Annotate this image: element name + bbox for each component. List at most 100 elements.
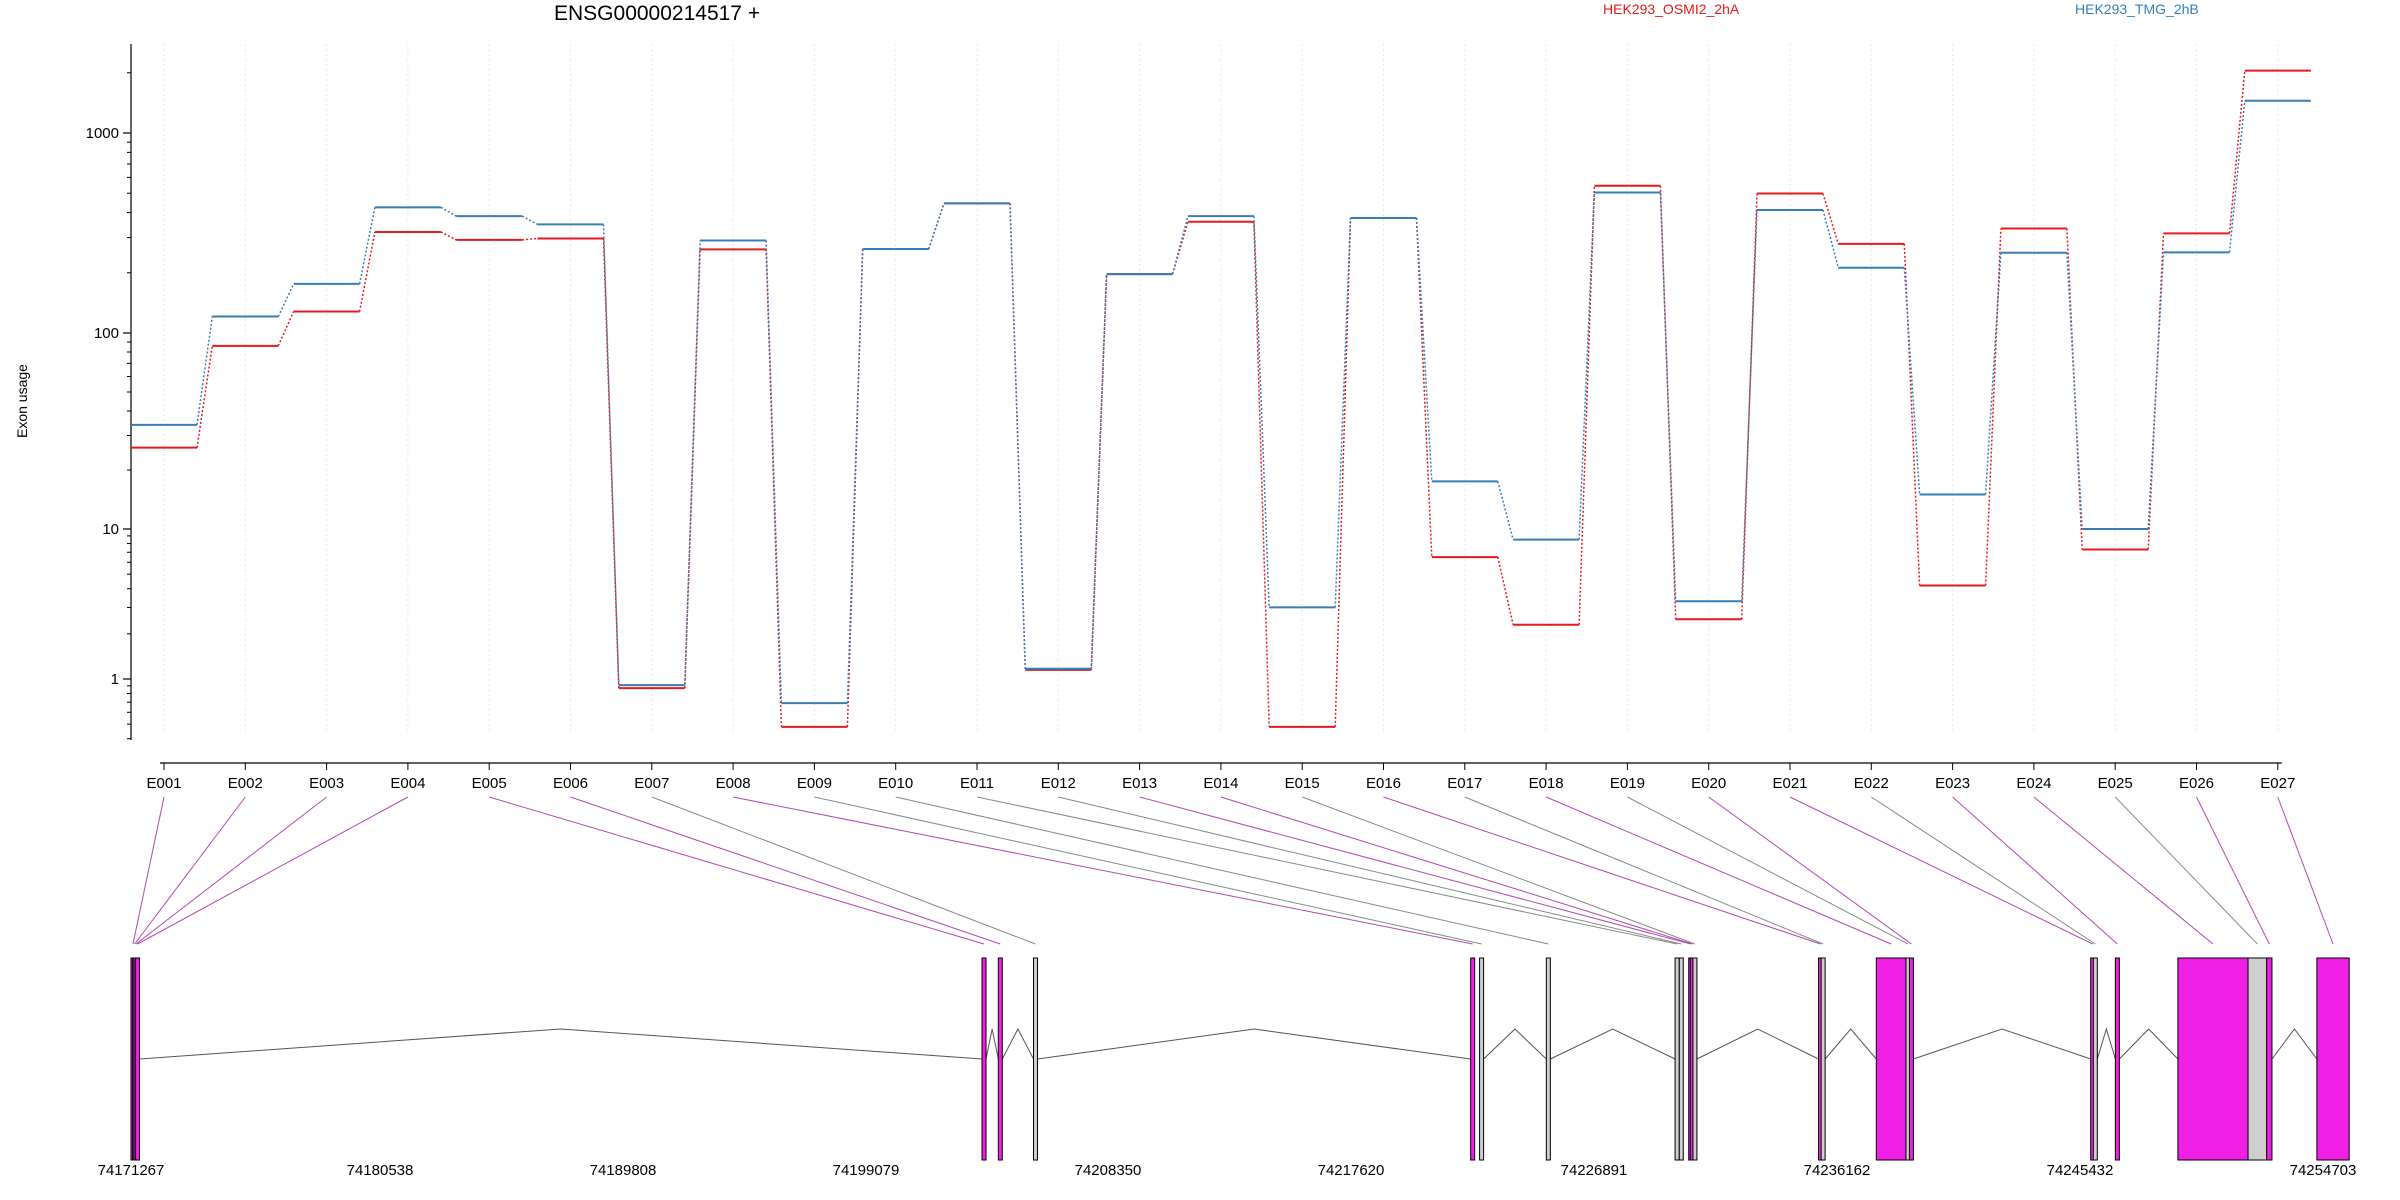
exon-box-e017 [1820,957,1826,1161]
series-1-link-e021 [1822,193,1840,245]
connector-e010 [895,796,1549,945]
x-tick-label-e004: E004 [390,775,425,792]
intron-e009-e010 [1483,1028,1547,1060]
series-2-link-e001 [196,316,214,425]
series-1-link-e001 [196,345,214,448]
series-2-link-e022 [1903,267,1921,495]
exon-box-e020 [1908,957,1914,1161]
series-1-link-e017 [1497,556,1514,625]
connector-e023 [1952,796,2118,945]
exon-box-e007 [1033,957,1039,1161]
series-2-link-e015 [1334,217,1352,608]
intron-e005-e006 [985,1028,999,1060]
series-2-link-e006 [602,224,620,686]
x-tick-label-e006: E006 [553,775,588,792]
intron-e010-e011 [1550,1028,1676,1060]
x-tick-label-e019: E019 [1610,775,1645,792]
series-2-link-e019 [1659,192,1677,602]
series-2-link-e011 [1009,203,1027,669]
connector-e016 [1383,796,1821,945]
y-tick-label-1: 1 [111,671,119,688]
exon-box-e010 [1545,957,1551,1161]
x-tick-label-e001: E001 [146,775,181,792]
connector-e004 [137,796,409,945]
coordinate-label-74245432: 74245432 [2047,1162,2114,1179]
exon-box-e005 [981,957,987,1161]
series-2-link-e018 [1578,192,1596,540]
connector-e025 [2114,796,2258,945]
x-tick-label-e027: E027 [2260,775,2295,792]
connector-e008 [733,796,1473,945]
connector-e020 [1708,796,1912,945]
x-tick-label-e013: E013 [1122,775,1157,792]
series-1-link-e022 [1903,243,1921,586]
intron-e026-e027 [2271,1028,2318,1060]
series-2-link-e017 [1497,481,1514,540]
intron-e022-e023 [2096,1027,2116,1060]
exon-box-e011 [1674,957,1680,1161]
series-2-link-e008 [765,240,783,704]
connector-e007 [651,796,1036,945]
series-2-link-e014 [1253,216,1270,608]
x-tick-label-e025: E025 [2098,775,2133,792]
intron-e023-e024 [2119,1028,2179,1060]
series-1-link-e002 [277,311,295,347]
series-2-link-e026 [2228,100,2246,253]
series-2-link-e023 [1984,252,2002,495]
exon-box-e012 [1678,957,1684,1161]
coordinate-label-74180538: 74180538 [347,1162,414,1179]
coordinate-label-74171267: 74171267 [98,1162,165,1179]
connector-e013 [1139,796,1691,945]
genomic-coordinate-axis: 74171267 74180538 74189808 74199079 74208350… [98,1162,2357,1179]
series-1-link-e003 [358,231,376,312]
coordinate-label-74199079: 74199079 [833,1162,900,1179]
connector-e018 [1545,796,1892,945]
coordinate-label-74226891: 74226891 [1561,1162,1628,1179]
connector-e026 [2196,796,2270,945]
connector-e009 [814,796,1482,945]
x-tick-label-e011: E011 [960,775,994,792]
connector-e019 [1627,796,1909,945]
series-2-link-e004 [440,206,457,217]
chart-title: ENSG00000214517 + [554,2,761,25]
connector-e001 [132,796,165,945]
x-tick-label-e023: E023 [1935,775,1970,792]
series-1-link-e023 [1984,228,2002,586]
connector-e002 [134,796,246,945]
gene-model [130,957,2350,1161]
series-2 [131,99,2311,705]
x-tick-label-e015: E015 [1285,775,1320,792]
series-2-link-e003 [358,207,376,285]
connector-e003 [135,796,327,945]
series-2-link-e024 [2066,252,2083,530]
connector-e015 [1302,796,1696,945]
connector-e021 [1789,796,2093,945]
x-tick-label-e016: E016 [1366,775,1401,792]
y-tick-label-100: 100 [94,325,119,342]
coordinate-label-74189808: 74189808 [590,1162,657,1179]
series-lines [131,69,2311,728]
intron-e020-e021 [1913,1028,2091,1060]
grid-lines [163,44,2279,732]
series-1-link-e014 [1253,221,1270,727]
series-1-link-e007 [684,249,701,689]
y-tick-label-10: 10 [102,521,119,538]
intron-e007-e008 [1037,1028,1471,1060]
x-axis: E001 E002 E003 E004 E005 E006 E007 E008 E009 E010… [146,762,2295,792]
series-1-link-e020 [1740,193,1758,620]
coordinate-label-74208350: 74208350 [1075,1162,1142,1179]
exon-box-e026 [2266,957,2273,1161]
exon-box-e008 [1470,957,1476,1161]
connector-e022 [1871,796,2096,945]
intron-e004-e005 [139,1028,983,1060]
series-1-link-e004 [440,231,457,241]
x-tick-label-e008: E008 [716,775,751,792]
intron-e006-e007 [1001,1027,1034,1060]
exon-box-e015 [1692,957,1698,1161]
x-tick-label-e020: E020 [1691,775,1726,792]
exon-box-e022 [2092,957,2098,1161]
coordinate-label-74254703: 74254703 [2290,1162,2357,1179]
connector-e027 [2277,796,2334,945]
series-1-link-e016 [1415,217,1433,558]
x-tick-label-e010: E010 [878,775,913,792]
